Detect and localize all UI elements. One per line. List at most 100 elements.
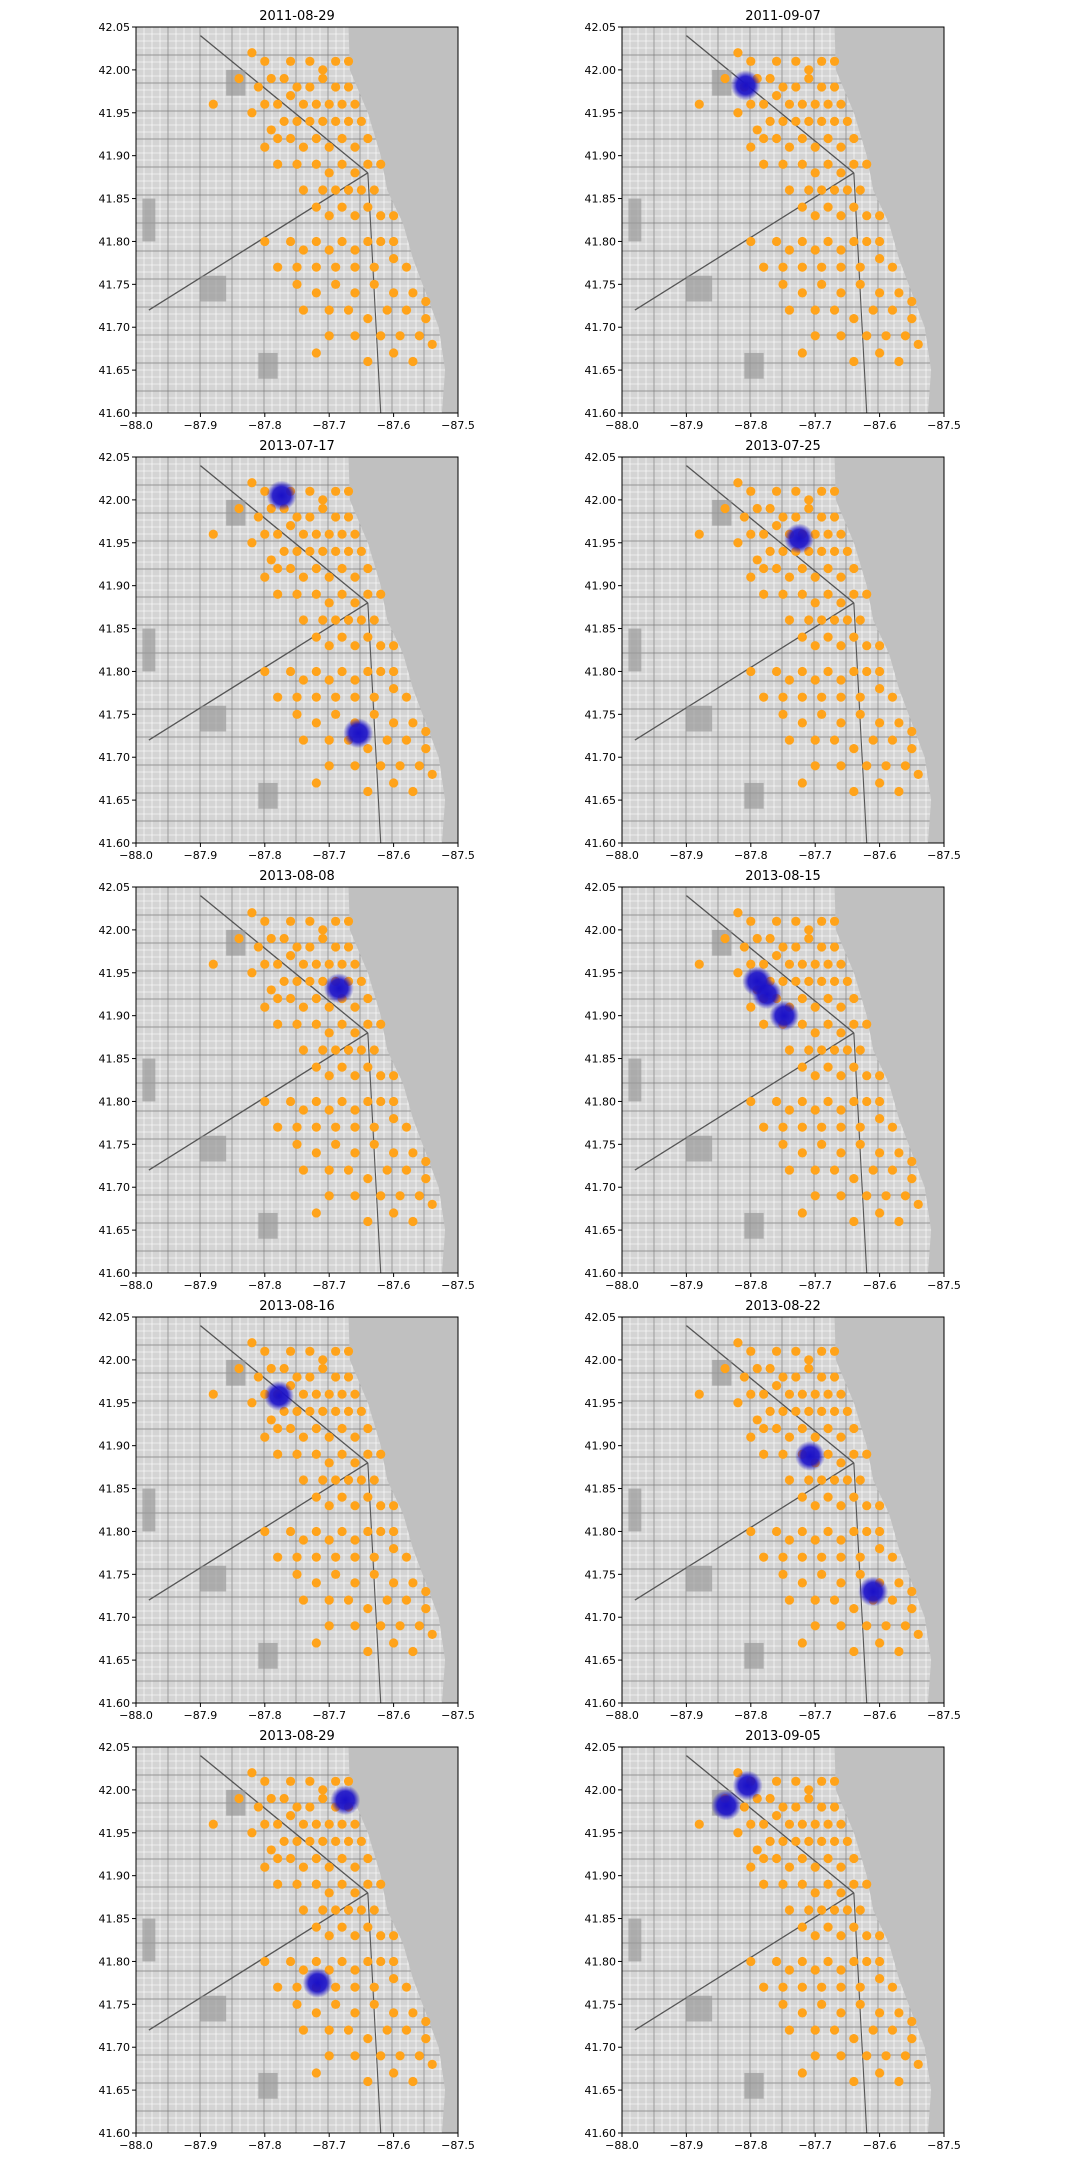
station-point [817, 942, 827, 952]
station-point [797, 133, 807, 144]
station-point [778, 709, 788, 719]
station-point [343, 615, 354, 625]
x-tick-label: −87.9 [184, 1709, 218, 1720]
station-point [343, 1905, 354, 1915]
station-point [771, 133, 782, 144]
station-point [298, 99, 309, 109]
station-point [771, 1853, 782, 1864]
station-point [784, 1862, 795, 1872]
station-point [836, 675, 846, 685]
station-point [791, 1346, 801, 1356]
station-point [849, 1922, 859, 1932]
station-point [298, 1105, 309, 1115]
x-tick-label: −87.5 [927, 2139, 961, 2150]
station-point [408, 2008, 418, 2018]
station-point [279, 73, 289, 84]
station-point [389, 211, 399, 221]
station-point [305, 546, 315, 556]
station-point [778, 1836, 788, 1846]
station-point [331, 116, 341, 126]
station-point [395, 1191, 405, 1201]
station-point [862, 1019, 872, 1029]
station-point [913, 769, 923, 779]
station-point [900, 2051, 910, 2061]
station-point [292, 1122, 302, 1132]
y-tick-label: 41.80 [99, 665, 131, 678]
y-tick-label: 41.85 [585, 193, 617, 206]
station-point [849, 744, 859, 754]
station-point [253, 942, 263, 952]
station-point [817, 116, 827, 126]
station-point [823, 529, 833, 539]
station-point [279, 1793, 289, 1804]
station-point [823, 159, 833, 169]
station-point [817, 1346, 827, 1356]
station-point [746, 56, 756, 66]
y-tick-label: 42.00 [585, 494, 617, 507]
station-point [849, 159, 859, 169]
station-point [260, 99, 270, 109]
station-point [324, 641, 334, 651]
station-point [376, 1931, 386, 1941]
station-point [823, 236, 833, 247]
x-tick-label: −87.5 [441, 1709, 475, 1720]
station-point [791, 56, 801, 66]
station-point [408, 2076, 418, 2087]
station-point [260, 572, 270, 582]
station-point [285, 1423, 296, 1434]
station-point [389, 666, 399, 677]
station-point [343, 1346, 354, 1356]
station-point [311, 1096, 321, 1107]
station-point [318, 1793, 328, 1804]
map-panel-1: 2011-08-29 −88.0 −87.9 −87.8 −87.7 −87.6 −87.5… [99, 9, 475, 430]
station-point [421, 296, 431, 307]
station-point [318, 1785, 328, 1795]
station-point [862, 1526, 872, 1537]
station-point [810, 1621, 820, 1631]
station-point [266, 933, 276, 944]
station-point [260, 142, 270, 152]
y-tick-label: 41.60 [99, 1267, 131, 1280]
map-background [622, 457, 944, 843]
station-point [829, 2025, 840, 2035]
x-tick-label: −87.5 [927, 1709, 961, 1720]
station-point [778, 1569, 788, 1579]
station-point [311, 718, 321, 728]
station-point [208, 529, 218, 539]
station-point [331, 1552, 341, 1562]
station-point [401, 262, 412, 272]
station-point [369, 1475, 379, 1485]
station-point [817, 1139, 827, 1149]
station-point [907, 1156, 917, 1167]
station-point [829, 916, 840, 926]
hotspot-mark [302, 1967, 333, 1998]
station-point [913, 339, 923, 349]
station-point [881, 1191, 891, 1201]
y-tick-label: 42.05 [99, 881, 131, 894]
station-point [324, 245, 334, 255]
station-point [746, 959, 756, 969]
station-point [356, 1406, 366, 1416]
station-point [849, 589, 859, 599]
station-point [836, 692, 846, 702]
station-point [350, 1432, 360, 1442]
station-point [337, 666, 347, 677]
hotspot-layer [263, 1380, 294, 1411]
station-point [849, 356, 859, 367]
station-point [759, 159, 769, 169]
station-point [823, 1853, 833, 1864]
station-point [887, 692, 898, 702]
station-point [311, 1389, 321, 1399]
station-point [784, 1475, 795, 1485]
station-point [791, 1776, 801, 1786]
station-point [720, 933, 730, 944]
station-point [350, 692, 360, 702]
station-point [759, 692, 769, 702]
station-point [849, 1174, 859, 1184]
station-point [836, 1028, 846, 1038]
station-point [318, 65, 328, 75]
station-point [337, 529, 347, 539]
station-point [208, 1819, 218, 1829]
station-point [836, 1982, 846, 1992]
station-point [752, 1845, 762, 1855]
